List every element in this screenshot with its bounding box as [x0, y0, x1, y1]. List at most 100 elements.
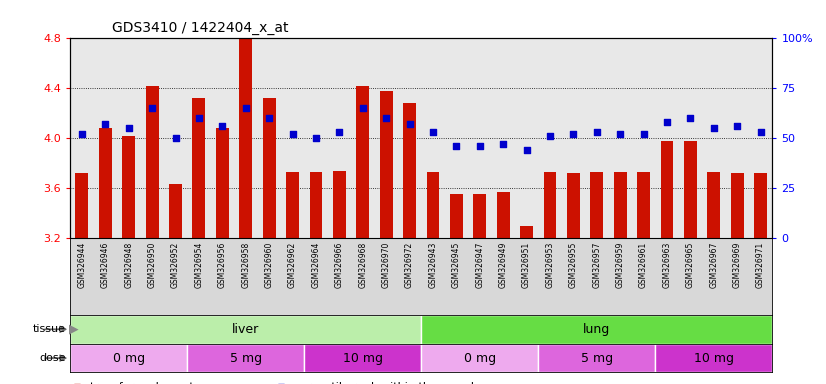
Point — [520, 147, 534, 153]
Text: GSM326945: GSM326945 — [452, 242, 461, 288]
Bar — [403, 103, 416, 238]
Text: GSM326950: GSM326950 — [148, 242, 157, 288]
Bar — [421, 344, 539, 372]
Text: GSM326953: GSM326953 — [545, 242, 554, 288]
Bar — [263, 98, 276, 238]
Point — [333, 129, 346, 135]
Text: GSM326963: GSM326963 — [662, 242, 672, 288]
Text: 0 mg: 0 mg — [112, 352, 145, 364]
Bar — [567, 173, 580, 238]
Text: ▶: ▶ — [65, 323, 78, 336]
Text: 5 mg: 5 mg — [581, 352, 613, 364]
Text: GSM326968: GSM326968 — [358, 242, 368, 288]
Bar — [731, 173, 743, 238]
Text: GSM326965: GSM326965 — [686, 242, 695, 288]
Bar — [333, 170, 346, 238]
Bar — [539, 344, 655, 372]
Bar — [192, 98, 206, 238]
Bar — [684, 141, 697, 238]
Text: 5 mg: 5 mg — [230, 352, 262, 364]
Point — [169, 135, 183, 141]
Bar — [286, 172, 299, 238]
Bar — [544, 172, 557, 238]
Bar — [70, 315, 421, 344]
Text: GSM326952: GSM326952 — [171, 242, 180, 288]
Text: GSM326955: GSM326955 — [569, 242, 578, 288]
Bar — [421, 315, 772, 344]
Bar — [70, 344, 188, 372]
Text: 10 mg: 10 mg — [694, 352, 733, 364]
Point — [263, 115, 276, 121]
Point — [614, 131, 627, 137]
Text: GSM326967: GSM326967 — [710, 242, 719, 288]
Point — [544, 133, 557, 139]
Text: GSM326957: GSM326957 — [592, 242, 601, 288]
Point — [426, 129, 439, 135]
Text: GSM326949: GSM326949 — [499, 242, 508, 288]
Text: GSM326958: GSM326958 — [241, 242, 250, 288]
Bar — [473, 194, 487, 238]
Point — [637, 131, 650, 137]
Point — [192, 115, 206, 121]
Bar — [450, 194, 463, 238]
Point — [754, 129, 767, 135]
Point — [403, 121, 416, 127]
Point — [661, 119, 674, 125]
Text: GSM326954: GSM326954 — [194, 242, 203, 288]
Bar — [169, 184, 182, 238]
Text: liver: liver — [232, 323, 259, 336]
Text: GSM326972: GSM326972 — [405, 242, 414, 288]
Point — [99, 121, 112, 127]
Point — [145, 105, 159, 111]
Point — [591, 129, 604, 135]
Text: GSM326944: GSM326944 — [78, 242, 87, 288]
Text: dose: dose — [40, 353, 66, 363]
Point — [310, 135, 323, 141]
Point — [286, 131, 299, 137]
Text: GSM326946: GSM326946 — [101, 242, 110, 288]
Text: GSM326970: GSM326970 — [382, 242, 391, 288]
Bar — [188, 344, 304, 372]
Text: GSM326964: GSM326964 — [311, 242, 320, 288]
Point — [567, 131, 580, 137]
Text: lung: lung — [583, 323, 610, 336]
Text: tissue: tissue — [33, 324, 66, 334]
Point — [731, 123, 744, 129]
Bar — [75, 173, 88, 238]
Text: GSM326959: GSM326959 — [615, 242, 624, 288]
Point — [684, 115, 697, 121]
Point — [707, 125, 720, 131]
Bar — [356, 86, 369, 238]
Point — [75, 131, 88, 137]
Bar — [122, 136, 135, 238]
Bar — [145, 86, 159, 238]
Text: GSM326943: GSM326943 — [429, 242, 438, 288]
Bar — [661, 141, 673, 238]
Text: GSM326971: GSM326971 — [756, 242, 765, 288]
Text: GSM326969: GSM326969 — [733, 242, 742, 288]
Text: GSM326956: GSM326956 — [218, 242, 227, 288]
Bar — [591, 172, 603, 238]
Point — [216, 123, 229, 129]
Bar — [426, 172, 439, 238]
Point — [122, 125, 135, 131]
Bar — [655, 344, 772, 372]
Bar — [99, 128, 112, 238]
Point — [496, 141, 510, 147]
Text: GSM326947: GSM326947 — [475, 242, 484, 288]
Bar — [304, 344, 421, 372]
Point — [473, 143, 487, 149]
Point — [450, 143, 463, 149]
Bar — [240, 38, 252, 238]
Text: GSM326948: GSM326948 — [124, 242, 133, 288]
Text: GSM326961: GSM326961 — [639, 242, 648, 288]
Point — [356, 105, 369, 111]
Bar — [496, 192, 510, 238]
Text: GSM326951: GSM326951 — [522, 242, 531, 288]
Bar — [380, 91, 392, 238]
Text: GSM326962: GSM326962 — [288, 242, 297, 288]
Bar — [614, 172, 627, 238]
Text: 10 mg: 10 mg — [343, 352, 382, 364]
Text: transformed count: transformed count — [90, 382, 193, 384]
Text: percentile rank within the sample: percentile rank within the sample — [293, 382, 482, 384]
